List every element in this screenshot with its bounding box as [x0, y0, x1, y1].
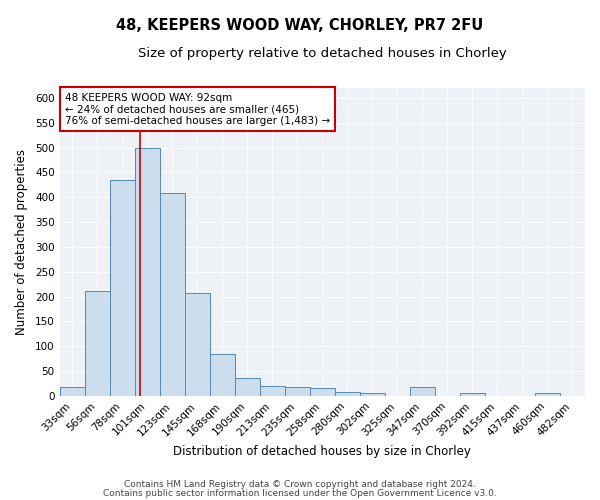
- Bar: [285, 387, 310, 396]
- Bar: [110, 180, 134, 396]
- Bar: [360, 393, 385, 396]
- Bar: [160, 194, 185, 396]
- Bar: [134, 148, 160, 396]
- Bar: [535, 393, 560, 396]
- X-axis label: Distribution of detached houses by size in Chorley: Distribution of detached houses by size …: [173, 444, 471, 458]
- Text: Contains HM Land Registry data © Crown copyright and database right 2024.: Contains HM Land Registry data © Crown c…: [124, 480, 476, 489]
- Text: 48, KEEPERS WOOD WAY, CHORLEY, PR7 2FU: 48, KEEPERS WOOD WAY, CHORLEY, PR7 2FU: [116, 18, 484, 32]
- Bar: [235, 378, 260, 396]
- Bar: [185, 292, 209, 396]
- Bar: [310, 388, 335, 396]
- Text: 48 KEEPERS WOOD WAY: 92sqm
← 24% of detached houses are smaller (465)
76% of sem: 48 KEEPERS WOOD WAY: 92sqm ← 24% of deta…: [65, 92, 330, 126]
- Bar: [460, 394, 485, 396]
- Bar: [260, 386, 285, 396]
- Y-axis label: Number of detached properties: Number of detached properties: [15, 149, 28, 335]
- Bar: [85, 290, 110, 396]
- Text: Contains public sector information licensed under the Open Government Licence v3: Contains public sector information licen…: [103, 489, 497, 498]
- Title: Size of property relative to detached houses in Chorley: Size of property relative to detached ho…: [138, 48, 506, 60]
- Bar: [410, 387, 435, 396]
- Bar: [209, 354, 235, 396]
- Bar: [59, 387, 85, 396]
- Bar: [335, 392, 360, 396]
